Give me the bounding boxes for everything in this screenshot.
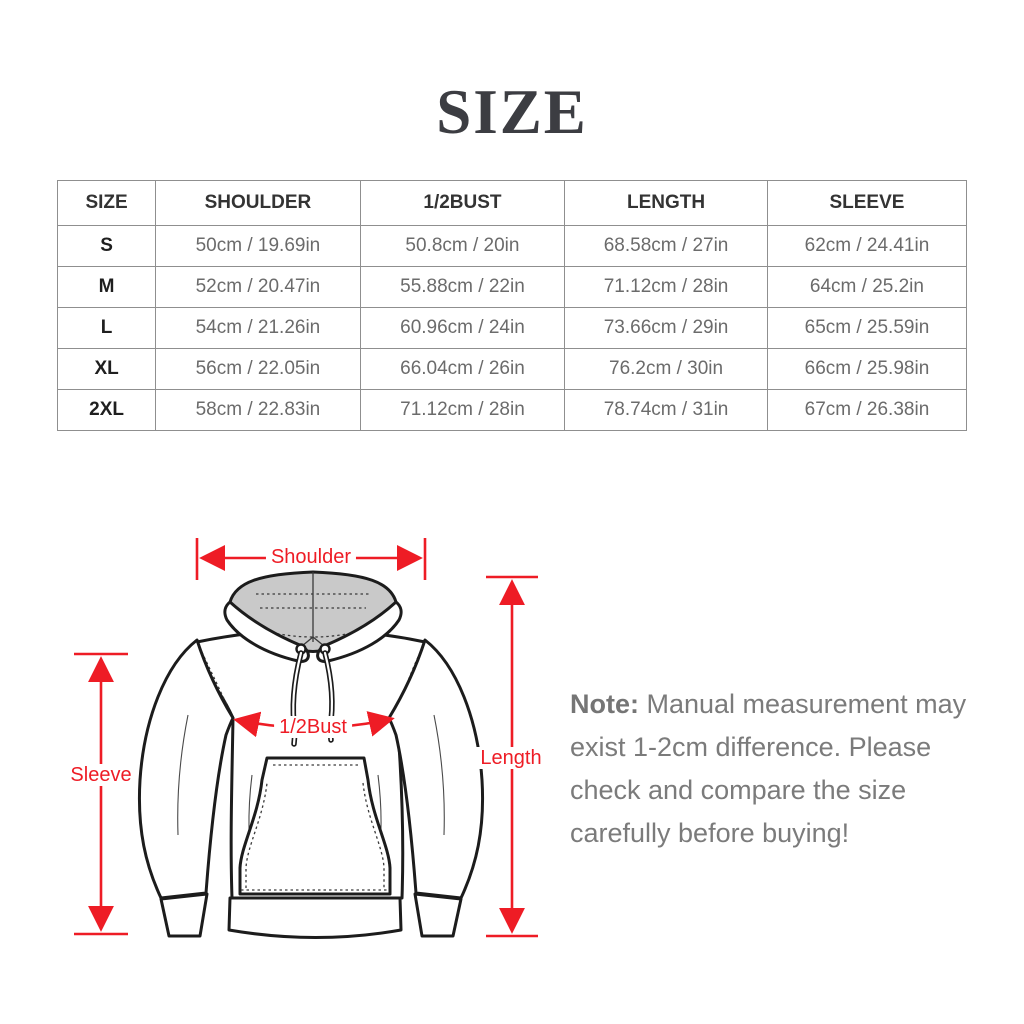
sleeve-measure-arrow	[74, 652, 128, 936]
sleeve-label: Sleeve	[65, 764, 137, 786]
bust-value: 60.96cm / 24in	[359, 307, 566, 349]
table-row: S 50cm / 19.69in 50.8cm / 20in 68.58cm /…	[56, 225, 968, 267]
size-value: XL	[56, 348, 157, 390]
size-value: 2XL	[56, 389, 157, 431]
header-sleeve: SLEEVE	[766, 180, 968, 226]
table-row: 2XL 58cm / 22.83in 71.12cm / 28in 78.74c…	[56, 389, 968, 431]
shoulder-value: 58cm / 22.83in	[155, 389, 361, 431]
length-value: 78.74cm / 31in	[564, 389, 768, 431]
size-value: M	[56, 266, 157, 308]
header-size: SIZE	[56, 180, 157, 226]
length-value: 68.58cm / 27in	[564, 225, 768, 267]
sleeve-value: 64cm / 25.2in	[766, 266, 968, 308]
header-shoulder: SHOULDER	[155, 180, 361, 226]
length-label: Length	[475, 747, 547, 769]
sleeve-value: 67cm / 26.38in	[766, 389, 968, 431]
bust-value: 66.04cm / 26in	[359, 348, 566, 390]
length-value: 76.2cm / 30in	[564, 348, 768, 390]
table-row: L 54cm / 21.26in 60.96cm / 24in 73.66cm …	[56, 307, 968, 349]
note-label: Note:	[570, 689, 639, 719]
sleeve-value: 62cm / 24.41in	[766, 225, 968, 267]
header-length: LENGTH	[564, 180, 768, 226]
hoodie-diagram-drawing	[74, 538, 538, 939]
shoulder-value: 52cm / 20.47in	[155, 266, 361, 308]
size-value: L	[56, 307, 157, 349]
sleeve-value: 65cm / 25.59in	[766, 307, 968, 349]
length-value: 73.66cm / 29in	[564, 307, 768, 349]
shoulder-value: 56cm / 22.05in	[155, 348, 361, 390]
bust-value: 55.88cm / 22in	[359, 266, 566, 308]
size-table: SIZE SHOULDER 1/2BUST LENGTH SLEEVE S 50…	[56, 180, 968, 431]
header-bust: 1/2BUST	[359, 180, 566, 226]
shoulder-value: 54cm / 21.26in	[155, 307, 361, 349]
shoulder-label: Shoulder	[265, 546, 357, 568]
bust-value: 71.12cm / 28in	[359, 389, 566, 431]
shoulder-value: 50cm / 19.69in	[155, 225, 361, 267]
note-body: Manual measurement may exist 1-2cm diffe…	[570, 689, 967, 848]
table-row: M 52cm / 20.47in 55.88cm / 22in 71.12cm …	[56, 266, 968, 308]
bust-value: 50.8cm / 20in	[359, 225, 566, 267]
sleeve-value: 66cm / 25.98in	[766, 348, 968, 390]
hoodie-measurement-diagram: Shoulder 1/2Bust Length Sleeve	[40, 530, 560, 970]
table-header-row: SIZE SHOULDER 1/2BUST LENGTH SLEEVE	[56, 180, 968, 226]
note-text: Note: Manual measurement may exist 1-2cm…	[570, 683, 980, 855]
length-value: 71.12cm / 28in	[564, 266, 768, 308]
bust-label: 1/2Bust	[274, 716, 352, 738]
size-value: S	[56, 225, 157, 267]
page-title: SIZE	[436, 77, 588, 147]
table-row: XL 56cm / 22.05in 66.04cm / 26in 76.2cm …	[56, 348, 968, 390]
